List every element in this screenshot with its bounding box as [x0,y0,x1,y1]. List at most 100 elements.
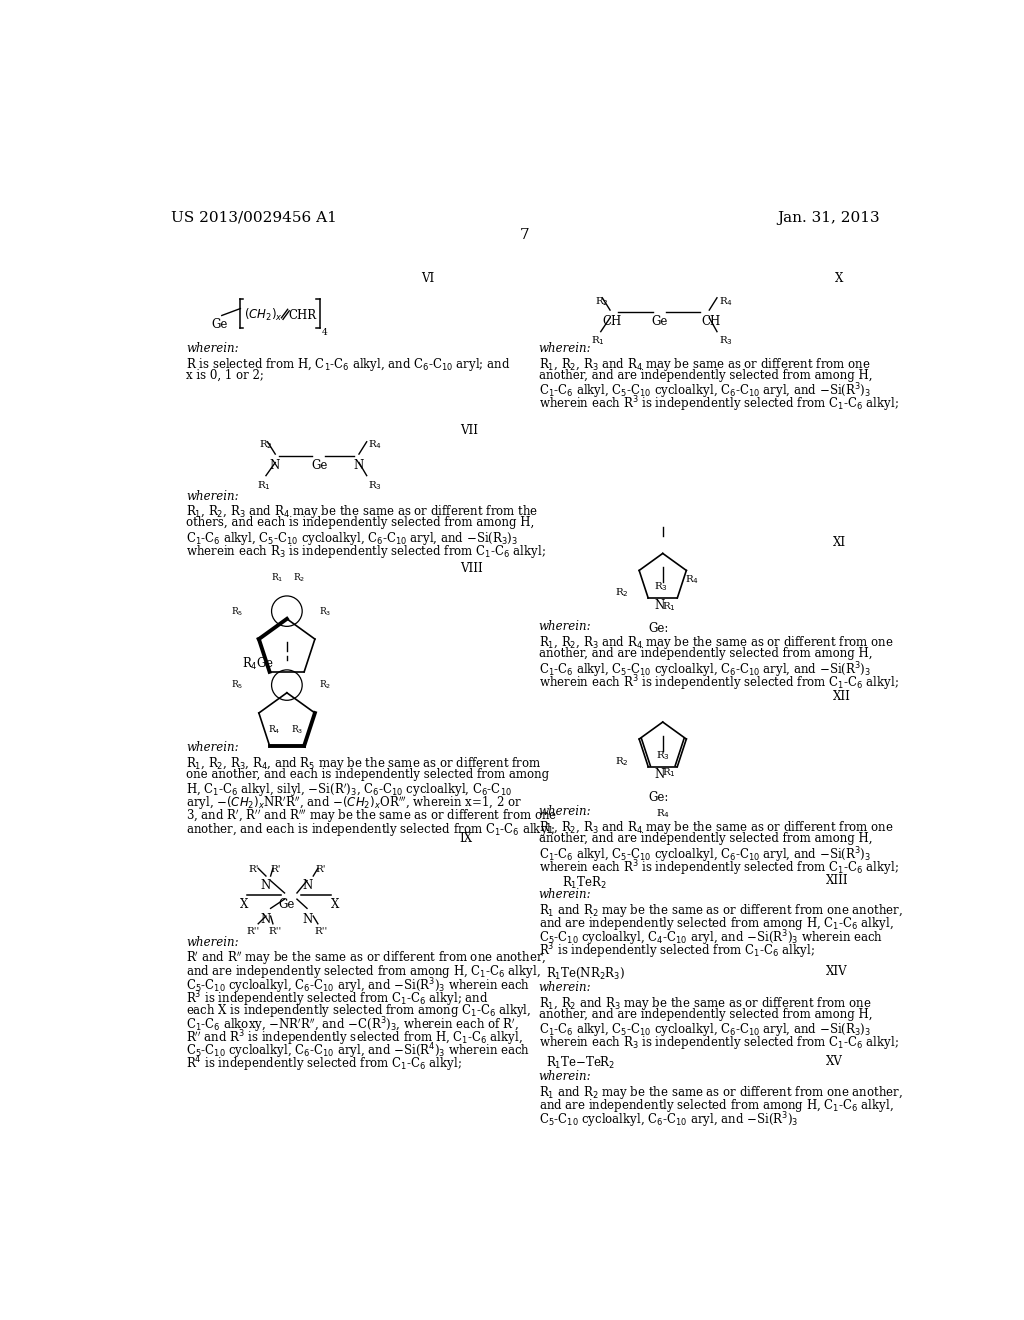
Text: C$_1$-C$_6$ alkyl, C$_5$-C$_{10}$ cycloalkyl, C$_6$-C$_{10}$ aryl, and $-$Si(R$_: C$_1$-C$_6$ alkyl, C$_5$-C$_{10}$ cycloa… [539,1020,871,1038]
Text: another, and each is independently selected from C$_1$-C$_6$ alkyl;: another, and each is independently selec… [186,821,555,838]
Text: 4: 4 [322,327,328,337]
Text: wherein:: wherein: [539,620,592,634]
Text: each X is independently selected from among C$_1$-C$_6$ alkyl,: each X is independently selected from am… [186,1002,531,1019]
Text: R': R' [315,866,327,874]
Text: R$_1$: R$_1$ [270,572,283,583]
Text: N: N [269,459,280,471]
Text: R'': R'' [314,927,328,936]
Text: Ge:: Ge: [648,791,669,804]
Text: R': R' [248,866,259,874]
Text: R$_3$: R$_3$ [654,581,669,593]
Text: wherein each R$^3$ is independently selected from C$_1$-C$_6$ alkyl;: wherein each R$^3$ is independently sele… [539,858,899,878]
Text: R is selected from H, C$_1$-C$_6$ alkyl, and C$_6$-C$_{10}$ aryl; and: R is selected from H, C$_1$-C$_6$ alkyl,… [186,355,511,372]
Text: Ge: Ge [212,318,228,331]
Text: R$_1$ and R$_2$ may be the same as or different from one another,: R$_1$ and R$_2$ may be the same as or di… [539,1084,903,1101]
Text: R'': R'' [268,927,282,936]
Text: others, and each is independently selected from among H,: others, and each is independently select… [186,516,535,529]
Text: C$_5$-C$_{10}$ cycloalkyl, C$_4$-C$_{10}$ aryl, and $-$Si(R$^3$)$_3$ wherein eac: C$_5$-C$_{10}$ cycloalkyl, C$_4$-C$_{10}… [539,928,883,948]
Text: CH: CH [602,314,622,327]
Text: wherein:: wherein: [186,342,239,355]
Text: R$_1$: R$_1$ [663,767,676,779]
Text: R$_1$: R$_1$ [663,601,676,612]
Text: R$_3$: R$_3$ [719,334,732,347]
Text: R$_4$: R$_4$ [685,573,699,586]
Text: C$_1$-C$_6$ alkoxy, $-$NR$^\prime$R$^{\prime\prime}$, and $-$C(R$^3$)$_3$, where: C$_1$-C$_6$ alkoxy, $-$NR$^\prime$R$^{\p… [186,1015,519,1035]
Text: R$_2$: R$_2$ [615,586,629,599]
Text: wherein:: wherein: [539,805,592,818]
Text: R$^3$ is independently selected from C$_1$-C$_6$ alkyl; and: R$^3$ is independently selected from C$_… [186,989,488,1008]
Text: VII: VII [460,424,478,437]
Text: R$_1$: R$_1$ [257,479,271,491]
Text: R$_1$Te(NR$_2$R$_3$): R$_1$Te(NR$_2$R$_3$) [547,965,626,981]
Text: R$_1$: R$_1$ [591,334,604,347]
Text: R$^\prime$ and R$^{\prime\prime}$ may be the same as or different from one anoth: R$^\prime$ and R$^{\prime\prime}$ may be… [186,950,547,968]
Text: C$_5$-C$_{10}$ cycloalkyl, C$_6$-C$_{10}$ aryl, and $-$Si(R$^4$)$_3$ wherein eac: C$_5$-C$_{10}$ cycloalkyl, C$_6$-C$_{10}… [186,1041,530,1061]
Text: R$_1$, R$_2$, R$_3$, R$_4$, and R$_5$ may be the same as or different from: R$_1$, R$_2$, R$_3$, R$_4$, and R$_5$ ma… [186,755,542,772]
Text: C$_1$-C$_6$ alkyl, C$_5$-C$_{10}$ cycloalkyl, C$_6$-C$_{10}$ aryl, and $-$Si(R$^: C$_1$-C$_6$ alkyl, C$_5$-C$_{10}$ cycloa… [539,845,871,865]
Text: VI: VI [421,272,434,285]
Text: R$_2$: R$_2$ [615,755,629,768]
Text: C$_1$-C$_6$ alkyl, C$_5$-C$_{10}$ cycloalkyl, C$_6$-C$_{10}$ aryl, and $-$Si(R$^: C$_1$-C$_6$ alkyl, C$_5$-C$_{10}$ cycloa… [539,381,871,401]
Text: wherein:: wherein: [539,888,592,902]
Text: 7: 7 [520,227,529,242]
Text: N: N [260,879,270,892]
Text: X: X [331,898,339,911]
Text: N: N [260,913,270,927]
Text: aryl, $-(CH_2)_x$NR$^\prime$R$^{\prime\prime}$, and $-(CH_2)_x$OR$^{\prime\prime: aryl, $-(CH_2)_x$NR$^\prime$R$^{\prime\p… [186,795,522,812]
Text: R$_1$, R$_2$, R$_3$ and R$_4$ may be the same as or different from one: R$_1$, R$_2$, R$_3$ and R$_4$ may be the… [539,635,893,651]
Text: another, and are independently selected from among H,: another, and are independently selected … [539,647,872,660]
Text: another, and are independently selected from among H,: another, and are independently selected … [539,368,872,381]
Text: N: N [654,599,665,612]
Text: US 2013/0029456 A1: US 2013/0029456 A1 [171,211,337,224]
Text: C$_1$-C$_6$ alkyl, C$_5$-C$_{10}$ cycloalkyl, C$_6$-C$_{10}$ aryl, and $-$Si(R$_: C$_1$-C$_6$ alkyl, C$_5$-C$_{10}$ cycloa… [186,529,518,546]
Text: wherein:: wherein: [539,1071,592,1084]
Text: R$_2$: R$_2$ [259,438,272,451]
Text: and are independently selected from among H, C$_1$-C$_6$ alkyl,: and are independently selected from amon… [186,964,541,979]
Text: R$_4$: R$_4$ [268,723,281,737]
Text: R$_4$Ge: R$_4$Ge [242,656,274,672]
Text: R'': R'' [247,927,260,936]
Text: R$_1$Te$-$TeR$_2$: R$_1$Te$-$TeR$_2$ [547,1055,615,1071]
Text: Ge: Ge [311,459,328,471]
Text: N: N [353,459,364,471]
Text: R': R' [270,866,281,874]
Text: N: N [303,879,313,892]
Text: R$^3$ is independently selected from C$_1$-C$_6$ alkyl;: R$^3$ is independently selected from C$_… [539,941,814,961]
Text: IX: IX [460,832,473,845]
Text: R$_4$: R$_4$ [369,438,382,451]
Text: R$_1$, R$_2$ and R$_3$ may be the same as or different from one: R$_1$, R$_2$ and R$_3$ may be the same a… [539,995,871,1011]
Text: R$_2$: R$_2$ [595,296,609,309]
Text: another, and are independently selected from among H,: another, and are independently selected … [539,1007,872,1020]
Text: R$_4$: R$_4$ [719,296,732,309]
Text: R$_3$: R$_3$ [318,605,331,618]
Text: XI: XI [834,536,847,549]
Text: wherein:: wherein: [186,490,239,503]
Text: C$_1$-C$_6$ alkyl, C$_5$-C$_{10}$ cycloalkyl, C$_6$-C$_{10}$ aryl, and $-$Si(R$^: C$_1$-C$_6$ alkyl, C$_5$-C$_{10}$ cycloa… [539,660,871,680]
Text: N: N [654,768,665,781]
Text: R$_1$ and R$_2$ may be the same as or different from one another,: R$_1$ and R$_2$ may be the same as or di… [539,903,903,919]
Text: $(CH_2)_x$: $(CH_2)_x$ [245,308,283,323]
Text: and are independently selected from among H, C$_1$-C$_6$ alkyl,: and are independently selected from amon… [539,915,894,932]
Text: XII: XII [834,689,851,702]
Text: one another, and each is independently selected from among: one another, and each is independently s… [186,768,549,781]
Text: 3, and R$^\prime$, R$^{\prime\prime}$ and R$^{\prime\prime\prime}$ may be the sa: 3, and R$^\prime$, R$^{\prime\prime}$ an… [186,808,557,825]
Text: Ge: Ge [279,898,295,911]
Text: R$_4$: R$_4$ [655,808,670,820]
Text: XIII: XIII [825,875,848,887]
Text: R$_1$TeR$_2$: R$_1$TeR$_2$ [562,875,607,891]
Text: R$_1$, R$_2$, R$_3$ and R$_4$ may be the same as or different from one: R$_1$, R$_2$, R$_3$ and R$_4$ may be the… [539,818,893,836]
Text: wherein each R$^3$ is independently selected from C$_1$-C$_6$ alkyl;: wherein each R$^3$ is independently sele… [539,395,899,414]
Text: R$_3$: R$_3$ [655,748,670,762]
Text: R$_2$: R$_2$ [318,678,331,692]
Text: and are independently selected from among H, C$_1$-C$_6$ alkyl,: and are independently selected from amon… [539,1097,894,1114]
Text: CHR: CHR [289,309,316,322]
Text: C$_5$-C$_{10}$ cycloalkyl, C$_6$-C$_{10}$ aryl, and $-$Si(R$^3$)$_3$ wherein eac: C$_5$-C$_{10}$ cycloalkyl, C$_6$-C$_{10}… [186,977,530,995]
Text: R$_1$, R$_2$, R$_3$ and R$_4$ may be same as or different from one: R$_1$, R$_2$, R$_3$ and R$_4$ may be sam… [539,355,870,372]
Text: C$_5$-C$_{10}$ cycloalkyl, C$_6$-C$_{10}$ aryl, and $-$Si(R$^3$)$_3$: C$_5$-C$_{10}$ cycloalkyl, C$_6$-C$_{10}… [539,1110,798,1130]
Text: wherein:: wherein: [186,936,239,949]
Text: another, and are independently selected from among H,: another, and are independently selected … [539,832,872,845]
Text: R$_3$: R$_3$ [369,479,382,491]
Text: x is 0, 1 or 2;: x is 0, 1 or 2; [186,368,264,381]
Text: X: X [241,898,249,911]
Text: wherein:: wherein: [539,981,592,994]
